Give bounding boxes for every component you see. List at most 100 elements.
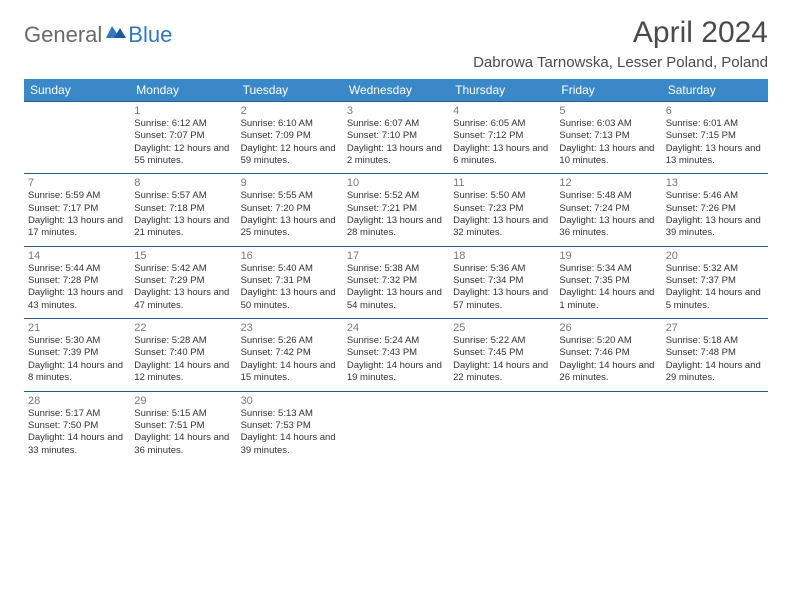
calendar-week-row: 1Sunrise: 6:12 AMSunset: 7:07 PMDaylight… — [24, 102, 768, 174]
daylight-text: Daylight: 13 hours and 17 minutes. — [28, 215, 126, 240]
day-number: 3 — [347, 105, 445, 117]
sunrise-text: Sunrise: 6:07 AM — [347, 118, 445, 130]
calendar-day-cell: 2Sunrise: 6:10 AMSunset: 7:09 PMDaylight… — [237, 102, 343, 174]
sunset-text: Sunset: 7:13 PM — [559, 130, 657, 142]
daylight-text: Daylight: 12 hours and 59 minutes. — [241, 143, 339, 168]
sunrise-text: Sunrise: 6:03 AM — [559, 118, 657, 130]
sunrise-text: Sunrise: 5:32 AM — [666, 263, 764, 275]
weekday-header: Sunday — [24, 79, 130, 102]
sunset-text: Sunset: 7:45 PM — [453, 347, 551, 359]
day-number: 18 — [453, 250, 551, 262]
sunset-text: Sunset: 7:20 PM — [241, 203, 339, 215]
day-info: Sunrise: 5:38 AMSunset: 7:32 PMDaylight:… — [347, 263, 445, 312]
calendar-day-cell: 13Sunrise: 5:46 AMSunset: 7:26 PMDayligh… — [662, 174, 768, 246]
calendar-day-cell: 20Sunrise: 5:32 AMSunset: 7:37 PMDayligh… — [662, 246, 768, 318]
daylight-text: Daylight: 14 hours and 8 minutes. — [28, 360, 126, 385]
calendar-day-cell: 12Sunrise: 5:48 AMSunset: 7:24 PMDayligh… — [555, 174, 661, 246]
calendar-day-cell — [662, 391, 768, 463]
day-info: Sunrise: 5:48 AMSunset: 7:24 PMDaylight:… — [559, 190, 657, 239]
calendar-day-cell: 10Sunrise: 5:52 AMSunset: 7:21 PMDayligh… — [343, 174, 449, 246]
sunrise-text: Sunrise: 5:40 AM — [241, 263, 339, 275]
day-info: Sunrise: 5:15 AMSunset: 7:51 PMDaylight:… — [134, 408, 232, 457]
calendar-week-row: 14Sunrise: 5:44 AMSunset: 7:28 PMDayligh… — [24, 246, 768, 318]
calendar-day-cell: 15Sunrise: 5:42 AMSunset: 7:29 PMDayligh… — [130, 246, 236, 318]
sunset-text: Sunset: 7:35 PM — [559, 275, 657, 287]
weekday-header: Tuesday — [237, 79, 343, 102]
day-number: 9 — [241, 177, 339, 189]
day-info: Sunrise: 5:42 AMSunset: 7:29 PMDaylight:… — [134, 263, 232, 312]
day-number: 25 — [453, 322, 551, 334]
daylight-text: Daylight: 14 hours and 29 minutes. — [666, 360, 764, 385]
day-info: Sunrise: 6:10 AMSunset: 7:09 PMDaylight:… — [241, 118, 339, 167]
day-info: Sunrise: 5:18 AMSunset: 7:48 PMDaylight:… — [666, 335, 764, 384]
calendar-week-row: 21Sunrise: 5:30 AMSunset: 7:39 PMDayligh… — [24, 319, 768, 391]
sunset-text: Sunset: 7:10 PM — [347, 130, 445, 142]
sunrise-text: Sunrise: 5:59 AM — [28, 190, 126, 202]
daylight-text: Daylight: 13 hours and 39 minutes. — [666, 215, 764, 240]
daylight-text: Daylight: 14 hours and 12 minutes. — [134, 360, 232, 385]
calendar-day-cell: 16Sunrise: 5:40 AMSunset: 7:31 PMDayligh… — [237, 246, 343, 318]
sunset-text: Sunset: 7:53 PM — [241, 420, 339, 432]
calendar-day-cell: 26Sunrise: 5:20 AMSunset: 7:46 PMDayligh… — [555, 319, 661, 391]
sunset-text: Sunset: 7:26 PM — [666, 203, 764, 215]
day-number: 1 — [134, 105, 232, 117]
day-number: 17 — [347, 250, 445, 262]
sunset-text: Sunset: 7:34 PM — [453, 275, 551, 287]
sunrise-text: Sunrise: 5:52 AM — [347, 190, 445, 202]
sunrise-text: Sunrise: 6:05 AM — [453, 118, 551, 130]
calendar-day-cell: 3Sunrise: 6:07 AMSunset: 7:10 PMDaylight… — [343, 102, 449, 174]
calendar-day-cell: 7Sunrise: 5:59 AMSunset: 7:17 PMDaylight… — [24, 174, 130, 246]
calendar-day-cell: 19Sunrise: 5:34 AMSunset: 7:35 PMDayligh… — [555, 246, 661, 318]
day-number: 12 — [559, 177, 657, 189]
calendar-day-cell — [24, 102, 130, 174]
day-info: Sunrise: 5:50 AMSunset: 7:23 PMDaylight:… — [453, 190, 551, 239]
sunset-text: Sunset: 7:15 PM — [666, 130, 764, 142]
sunset-text: Sunset: 7:18 PM — [134, 203, 232, 215]
day-number: 21 — [28, 322, 126, 334]
sunrise-text: Sunrise: 5:36 AM — [453, 263, 551, 275]
sunrise-text: Sunrise: 5:20 AM — [559, 335, 657, 347]
day-number: 7 — [28, 177, 126, 189]
day-number: 27 — [666, 322, 764, 334]
day-number: 28 — [28, 395, 126, 407]
calendar-day-cell: 6Sunrise: 6:01 AMSunset: 7:15 PMDaylight… — [662, 102, 768, 174]
calendar-day-cell: 9Sunrise: 5:55 AMSunset: 7:20 PMDaylight… — [237, 174, 343, 246]
sunrise-text: Sunrise: 5:34 AM — [559, 263, 657, 275]
day-number: 6 — [666, 105, 764, 117]
sunrise-text: Sunrise: 6:01 AM — [666, 118, 764, 130]
sunset-text: Sunset: 7:09 PM — [241, 130, 339, 142]
day-info: Sunrise: 5:13 AMSunset: 7:53 PMDaylight:… — [241, 408, 339, 457]
day-number: 5 — [559, 105, 657, 117]
daylight-text: Daylight: 14 hours and 39 minutes. — [241, 432, 339, 457]
title-block: April 2024 Dabrowa Tarnowska, Lesser Pol… — [473, 16, 768, 71]
sunset-text: Sunset: 7:23 PM — [453, 203, 551, 215]
calendar-day-cell: 27Sunrise: 5:18 AMSunset: 7:48 PMDayligh… — [662, 319, 768, 391]
day-info: Sunrise: 6:03 AMSunset: 7:13 PMDaylight:… — [559, 118, 657, 167]
day-number: 20 — [666, 250, 764, 262]
sunrise-text: Sunrise: 5:15 AM — [134, 408, 232, 420]
day-info: Sunrise: 5:17 AMSunset: 7:50 PMDaylight:… — [28, 408, 126, 457]
day-info: Sunrise: 5:57 AMSunset: 7:18 PMDaylight:… — [134, 190, 232, 239]
calendar-day-cell: 22Sunrise: 5:28 AMSunset: 7:40 PMDayligh… — [130, 319, 236, 391]
daylight-text: Daylight: 13 hours and 43 minutes. — [28, 287, 126, 312]
calendar-day-cell: 29Sunrise: 5:15 AMSunset: 7:51 PMDayligh… — [130, 391, 236, 463]
day-info: Sunrise: 5:34 AMSunset: 7:35 PMDaylight:… — [559, 263, 657, 312]
day-info: Sunrise: 5:36 AMSunset: 7:34 PMDaylight:… — [453, 263, 551, 312]
sunset-text: Sunset: 7:07 PM — [134, 130, 232, 142]
calendar-day-cell: 24Sunrise: 5:24 AMSunset: 7:43 PMDayligh… — [343, 319, 449, 391]
calendar-week-row: 28Sunrise: 5:17 AMSunset: 7:50 PMDayligh… — [24, 391, 768, 463]
daylight-text: Daylight: 13 hours and 25 minutes. — [241, 215, 339, 240]
calendar-day-cell: 21Sunrise: 5:30 AMSunset: 7:39 PMDayligh… — [24, 319, 130, 391]
calendar-day-cell — [449, 391, 555, 463]
calendar-day-cell — [343, 391, 449, 463]
month-title: April 2024 — [473, 16, 768, 50]
day-info: Sunrise: 5:40 AMSunset: 7:31 PMDaylight:… — [241, 263, 339, 312]
day-info: Sunrise: 5:46 AMSunset: 7:26 PMDaylight:… — [666, 190, 764, 239]
day-number: 24 — [347, 322, 445, 334]
sunset-text: Sunset: 7:46 PM — [559, 347, 657, 359]
day-info: Sunrise: 5:24 AMSunset: 7:43 PMDaylight:… — [347, 335, 445, 384]
sunset-text: Sunset: 7:43 PM — [347, 347, 445, 359]
daylight-text: Daylight: 14 hours and 26 minutes. — [559, 360, 657, 385]
calendar-day-cell: 17Sunrise: 5:38 AMSunset: 7:32 PMDayligh… — [343, 246, 449, 318]
day-info: Sunrise: 5:22 AMSunset: 7:45 PMDaylight:… — [453, 335, 551, 384]
